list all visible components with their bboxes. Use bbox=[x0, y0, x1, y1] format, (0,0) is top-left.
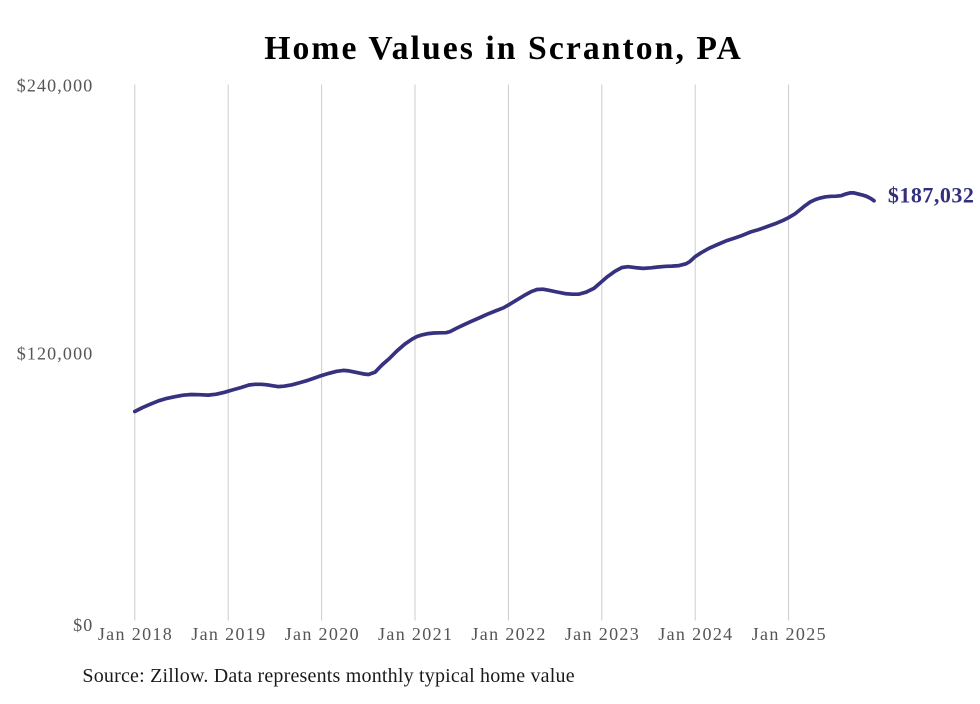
svg-text:Jan 2024: Jan 2024 bbox=[658, 624, 733, 644]
svg-text:$120,000: $120,000 bbox=[17, 344, 94, 364]
svg-text:Home Values in Scranton, PA: Home Values in Scranton, PA bbox=[264, 30, 743, 67]
svg-text:Jan 2019: Jan 2019 bbox=[191, 624, 266, 644]
svg-text:$187,032: $187,032 bbox=[888, 183, 975, 208]
svg-text:$240,000: $240,000 bbox=[17, 75, 94, 95]
svg-text:Jan 2022: Jan 2022 bbox=[471, 624, 546, 644]
svg-text:Jan 2021: Jan 2021 bbox=[378, 624, 453, 644]
svg-text:Source: Zillow. Data represent: Source: Zillow. Data represents monthly … bbox=[82, 665, 574, 687]
svg-text:$0: $0 bbox=[73, 615, 93, 635]
svg-text:Jan 2020: Jan 2020 bbox=[285, 624, 360, 644]
svg-text:Jan 2023: Jan 2023 bbox=[565, 624, 640, 644]
svg-text:Jan 2025: Jan 2025 bbox=[752, 624, 827, 644]
svg-text:Jan 2018: Jan 2018 bbox=[98, 624, 173, 644]
